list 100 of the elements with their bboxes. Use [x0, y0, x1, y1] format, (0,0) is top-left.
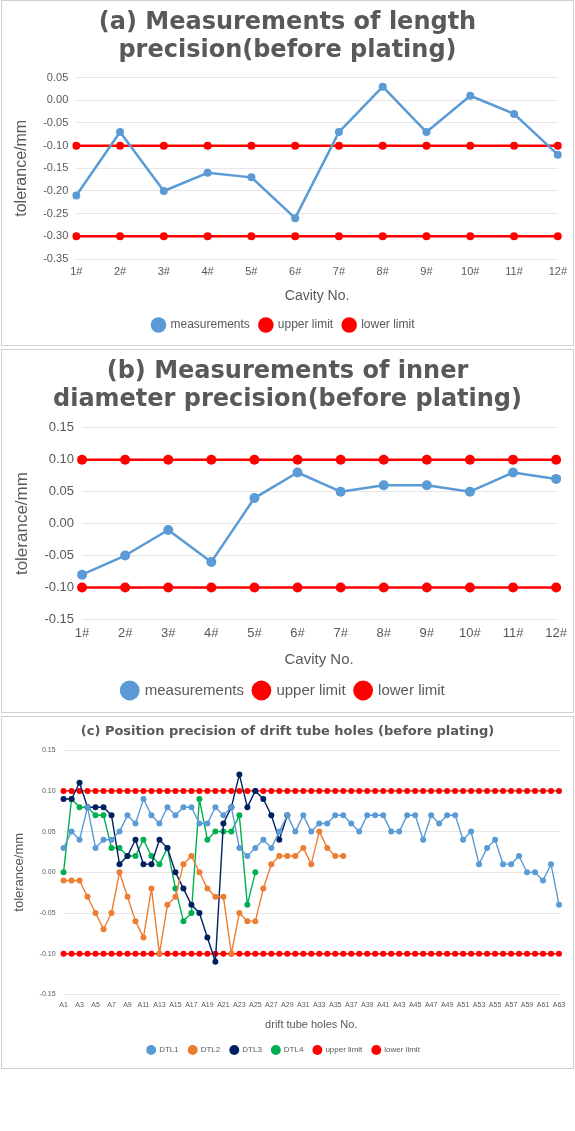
point — [252, 869, 259, 876]
point — [68, 877, 75, 884]
y-tick-label: -0.10 — [43, 138, 69, 151]
point — [551, 454, 562, 465]
chart-title: (a) Measurements of length precision(before plating) — [97, 6, 478, 63]
point — [334, 141, 343, 150]
point — [156, 836, 163, 843]
y-tick-label: -0.15 — [43, 161, 69, 174]
point — [276, 836, 283, 843]
point — [120, 454, 131, 465]
x-tick-label: 4# — [204, 624, 220, 640]
point — [204, 836, 211, 843]
y-tick-label: -0.25 — [43, 206, 69, 219]
point — [268, 861, 275, 868]
point — [76, 877, 83, 884]
legend-label: measurements — [144, 680, 244, 698]
legend-label: upper limit — [325, 1045, 364, 1055]
point — [72, 232, 81, 241]
point — [378, 232, 387, 241]
legend-label: lower limit — [361, 317, 416, 332]
point — [422, 128, 431, 137]
point — [510, 232, 519, 241]
point — [268, 812, 275, 819]
legend-label: upper limit — [276, 680, 347, 698]
x-tick-label: 10# — [459, 624, 482, 640]
point — [553, 141, 562, 150]
x-tick-label: 1# — [70, 264, 84, 277]
point — [292, 853, 299, 860]
x-tick-label: 3# — [157, 264, 171, 277]
point — [163, 582, 174, 593]
x-tick-label: 12# — [545, 624, 568, 640]
point — [116, 128, 125, 137]
point — [108, 910, 115, 916]
point — [247, 232, 256, 241]
point — [76, 779, 83, 786]
point — [510, 141, 519, 150]
point — [204, 885, 211, 892]
point — [60, 877, 67, 884]
point — [84, 893, 91, 900]
point — [124, 893, 131, 900]
point — [335, 454, 346, 465]
point — [212, 893, 219, 900]
point — [551, 473, 562, 484]
point — [378, 582, 389, 593]
point — [108, 844, 115, 851]
point — [77, 569, 88, 580]
point — [159, 141, 168, 150]
point — [260, 885, 267, 892]
point — [421, 582, 432, 593]
legend-label: DTL4 — [283, 1045, 304, 1055]
point — [378, 480, 389, 491]
point — [378, 82, 387, 91]
x-tick-label: 9# — [419, 624, 435, 640]
point — [163, 524, 174, 535]
point — [92, 812, 99, 819]
x-tick-label: 8# — [376, 264, 390, 277]
point — [291, 232, 300, 241]
y-tick-label: -0.35 — [43, 252, 69, 265]
point — [276, 853, 283, 860]
point — [378, 454, 389, 465]
point — [228, 828, 235, 835]
point — [132, 836, 139, 843]
point — [92, 804, 99, 811]
y-tick-label: -0.10 — [44, 579, 75, 595]
point — [291, 214, 300, 223]
x-tick-label: 1# — [74, 624, 91, 640]
point — [148, 885, 155, 892]
legend-label: DTL2 — [200, 1045, 221, 1055]
point — [464, 454, 475, 465]
x-tick-label: 5# — [245, 264, 259, 277]
point — [236, 771, 243, 778]
point — [172, 893, 179, 900]
point — [244, 901, 251, 908]
y-tick-label: 0.00 — [46, 93, 69, 106]
x-tick-label: 8# — [376, 624, 392, 640]
point — [156, 861, 163, 868]
y-axis-title: tolerance/mm — [11, 472, 31, 576]
point — [244, 918, 251, 925]
point — [236, 812, 243, 819]
point — [72, 141, 81, 150]
x-tick-label: 6# — [289, 264, 303, 277]
point — [164, 901, 171, 908]
point — [292, 582, 303, 593]
point — [252, 918, 259, 925]
point — [464, 582, 475, 593]
point — [206, 454, 217, 465]
point — [140, 934, 147, 941]
x-tick-label: 12# — [548, 264, 568, 277]
y-tick-label: -0.05 — [43, 115, 69, 128]
point — [180, 861, 187, 868]
legend-label: lower limit — [384, 1045, 421, 1055]
point — [188, 853, 195, 860]
point — [247, 173, 256, 182]
x-tick-label: 2# — [117, 624, 134, 640]
x-axis-title: Cavity No. — [284, 650, 354, 668]
point — [100, 804, 107, 811]
point — [249, 493, 260, 504]
point — [335, 582, 346, 593]
point — [464, 486, 475, 497]
point — [466, 232, 475, 241]
